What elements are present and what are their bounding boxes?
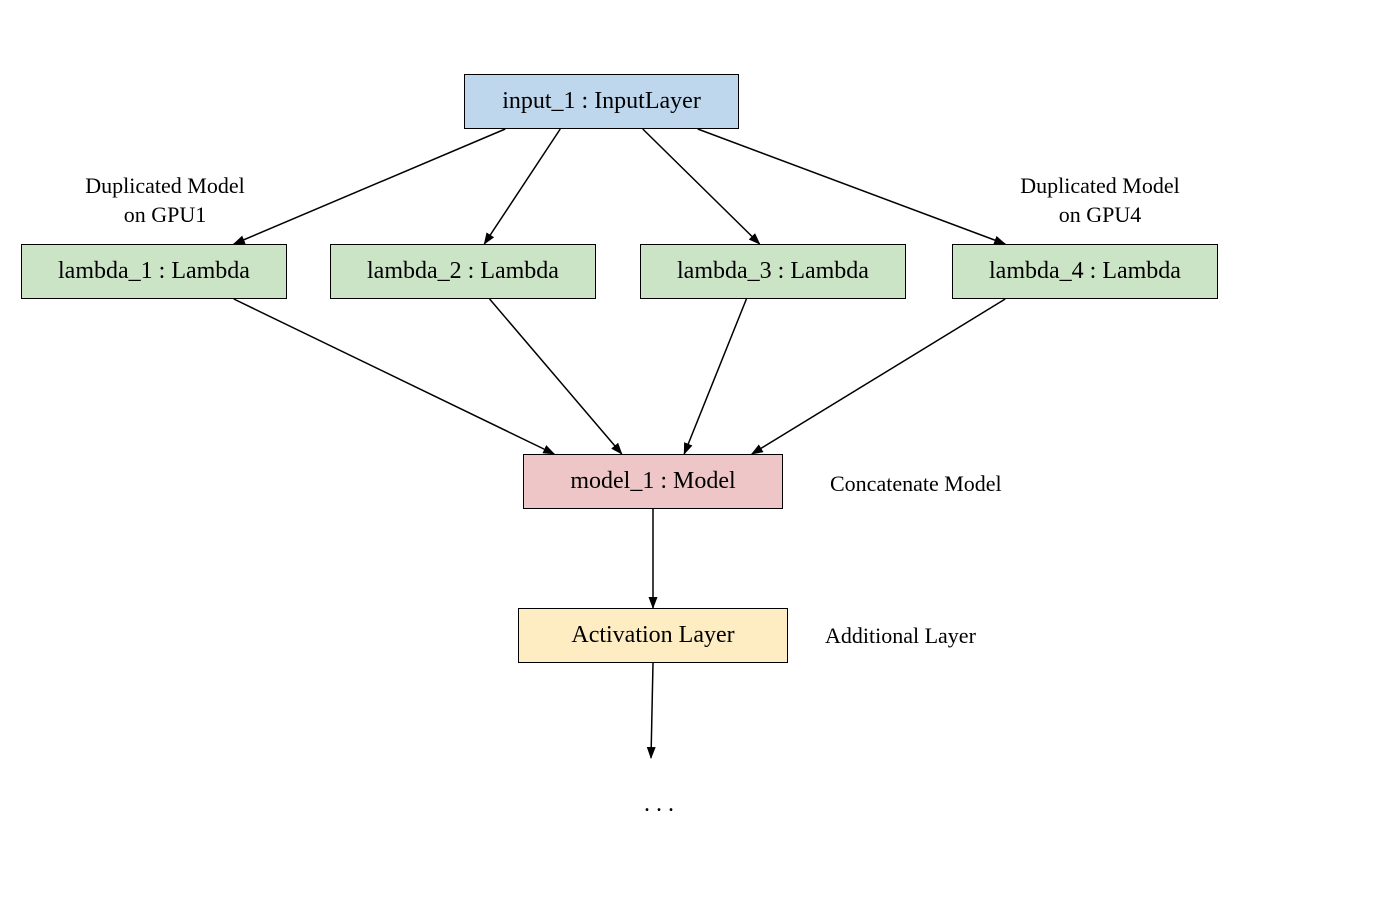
annotation-concatenate-model: Concatenate Model — [830, 470, 1090, 499]
node-lambda-3: lambda_3 : Lambda — [640, 244, 906, 299]
node-lambda-2: lambda_2 : Lambda — [330, 244, 596, 299]
annotation-gpu4: Duplicated Model on GPU4 — [990, 172, 1210, 229]
annotation-additional-layer: Additional Layer — [825, 622, 1085, 651]
node-lambda-1: lambda_1 : Lambda — [21, 244, 287, 299]
node-model: model_1 : Model — [523, 454, 783, 509]
node-activation-layer: Activation Layer — [518, 608, 788, 663]
node-lambda-4: lambda_4 : Lambda — [952, 244, 1218, 299]
annotation-gpu1: Duplicated Model on GPU1 — [55, 172, 275, 229]
ellipsis-dots: . . . — [644, 780, 674, 828]
node-input-layer: input_1 : InputLayer — [464, 74, 739, 129]
